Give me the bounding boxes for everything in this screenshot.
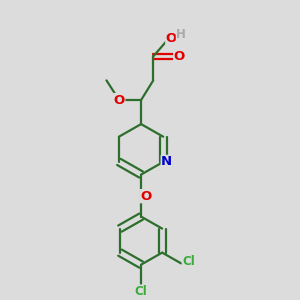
Text: H: H (176, 28, 186, 41)
Text: O: O (174, 50, 185, 63)
Text: O: O (166, 32, 177, 45)
Text: N: N (161, 155, 172, 168)
Text: Cl: Cl (182, 256, 195, 268)
Text: O: O (140, 190, 151, 203)
Text: Cl: Cl (135, 285, 148, 298)
Text: O: O (113, 94, 125, 106)
